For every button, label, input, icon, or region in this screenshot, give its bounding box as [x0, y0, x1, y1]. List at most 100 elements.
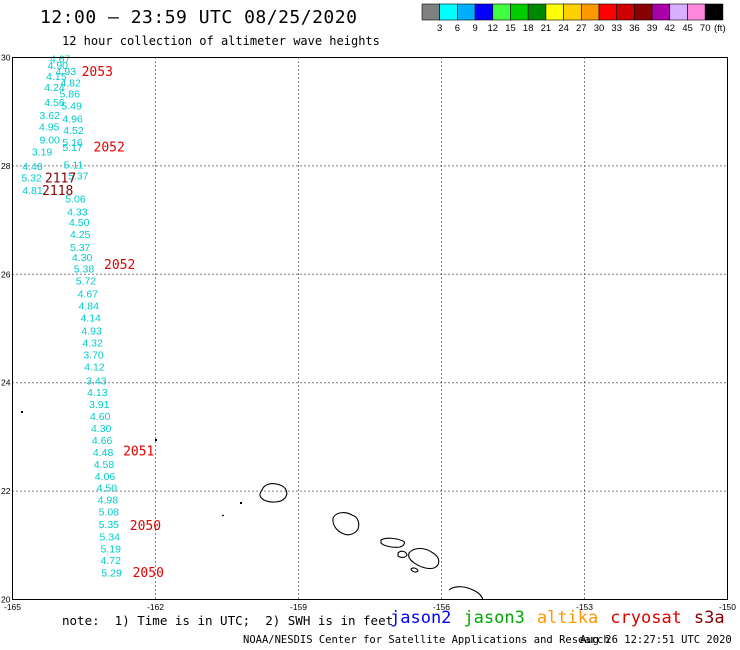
lon-tick-label: -159 — [290, 602, 307, 612]
wave-height-label: 4.90 — [48, 60, 69, 72]
scale-label: 6 — [455, 23, 460, 34]
lon-tick-label: -165 — [4, 602, 21, 612]
wave-height-label: 4.81 — [22, 185, 43, 197]
islet-marker — [21, 411, 23, 413]
scale-label: 21 — [541, 23, 552, 34]
wave-height-label: 5.11 — [64, 160, 84, 172]
wave-height-label: 4.50 — [69, 217, 90, 229]
lat-tick-label: 20 — [1, 595, 11, 605]
wave-height-label: 5.17 — [62, 142, 83, 154]
scale-label: 30 — [594, 23, 605, 34]
pass-time-label: 2052 — [104, 258, 135, 273]
pass-time-label: 2117 — [45, 171, 76, 186]
scale-label: 3 — [437, 23, 442, 34]
wave-height-label: 3.19 — [32, 147, 53, 159]
wave-height-label: 4.52 — [63, 125, 84, 137]
satellite-s3a: s3a — [693, 608, 725, 628]
wave-height-label: 4.66 — [92, 435, 113, 447]
island-maui — [408, 547, 440, 570]
wave-height-labels: 4.674.904.934.154.824.245.864.565.493.62… — [21, 53, 122, 579]
lon-tick-label: -162 — [147, 602, 164, 612]
color-scale-legend: 3 6 9 12 15 18 21 24 27 30 33 36 39 42 45 70 (ft) — [421, 3, 726, 34]
satellite-altika: altika — [536, 608, 599, 628]
wave-height-label: 3.91 — [89, 399, 110, 411]
wave-height-label: 3.62 — [39, 110, 60, 122]
scale-swatch — [704, 3, 724, 21]
pass-time-label: 2118 — [42, 184, 73, 199]
footnote: note: 1) Time is in UTC; 2) SWH is in fe… — [62, 613, 394, 628]
wave-height-label: 5.08 — [99, 507, 120, 519]
page-subtitle: 12 hour collection of altimeter wave hei… — [62, 34, 380, 48]
wave-height-label: 4.25 — [70, 229, 91, 241]
satellite-jason2: jason2 — [390, 608, 452, 628]
wave-height-label: 4.93 — [81, 326, 102, 338]
wave-height-label: 5.19 — [100, 543, 121, 555]
wave-height-label: 4.30 — [91, 423, 112, 435]
satellite-cryosat: cryosat — [610, 608, 682, 628]
wave-height-label: 4.93 — [56, 66, 77, 78]
satellite-legend: jason2 jason3 altika cryosat s3a — [390, 608, 737, 628]
island-hawaii — [448, 586, 484, 601]
wave-height-label: 4.13 — [87, 387, 108, 399]
satellite-jason3: jason3 — [463, 608, 525, 628]
pass-time-label: 2053 — [82, 65, 113, 80]
wave-height-label: 4.84 — [79, 301, 100, 313]
wave-height-label: 4.48 — [93, 447, 114, 459]
wave-height-label: 4.72 — [100, 555, 121, 567]
wave-height-label: 4.58 — [94, 459, 115, 471]
scale-label: 45 — [682, 23, 693, 34]
credit-text: NOAA/NESDIS Center for Satellite Applica… — [243, 634, 610, 646]
wave-height-label: 4.15 — [46, 71, 67, 83]
hawaiian-islands — [221, 483, 484, 601]
scale-label: 15 — [505, 23, 516, 34]
wave-height-label: 5.38 — [74, 264, 95, 276]
pass-time-label: 2052 — [94, 141, 125, 156]
wave-height-label: 4.60 — [90, 411, 111, 423]
lat-tick-label: 30 — [1, 53, 11, 63]
wave-height-label: 4.50 — [97, 483, 118, 495]
scale-label: 9 — [472, 23, 477, 34]
wave-height-label: 4.12 — [84, 361, 105, 373]
island-oahu — [332, 512, 360, 536]
lon-tick-label: -156 — [433, 602, 450, 612]
wave-height-label: 4.67 — [78, 289, 99, 301]
lat-tick-label: 24 — [1, 378, 11, 388]
lon-tick-label: -153 — [576, 602, 593, 612]
scale-label: 27 — [576, 23, 587, 34]
wave-height-label: 4.56 — [44, 97, 65, 109]
islet-marker — [240, 502, 242, 504]
islet-marker — [155, 439, 157, 441]
island-lanai — [397, 550, 408, 558]
scale-label: 70 — [700, 23, 711, 34]
wave-height-label: 5.16 — [62, 137, 83, 149]
wave-height-label: 4.67 — [50, 53, 71, 65]
wave-height-label: 4.30 — [72, 252, 93, 264]
wave-height-label: 4.33 — [67, 206, 88, 218]
lon-tick-label: -150 — [719, 602, 736, 612]
pass-time-label: 2050 — [133, 566, 164, 581]
page-title: 12:00 – 23:59 UTC 08/25/2020 — [40, 7, 358, 28]
generated-timestamp: Aug 26 12:27:51 UTC 2020 — [580, 634, 732, 646]
scale-label: 42 — [665, 23, 676, 34]
scale-label: 36 — [629, 23, 640, 34]
graticule — [12, 57, 728, 600]
wave-height-label: 5.49 — [61, 101, 82, 113]
wave-height-label: 4.98 — [98, 495, 119, 507]
wave-height-label: 5.29 — [101, 567, 122, 579]
scale-label: 39 — [647, 23, 658, 34]
scale-label: 24 — [558, 23, 569, 34]
island-kahoolawe — [410, 567, 419, 573]
wave-height-label: 4.96 — [62, 114, 83, 126]
wave-height-label: 9.00 — [39, 135, 60, 147]
wave-height-label: 5.34 — [100, 531, 121, 543]
small-islets — [21, 411, 242, 504]
wave-height-label: 4.48 — [22, 161, 43, 173]
lat-tick-label: 28 — [1, 161, 11, 171]
wave-height-label: 5.06 — [65, 193, 86, 205]
map-frame — [12, 57, 728, 600]
scale-unit: (ft) — [714, 23, 726, 34]
scale-label: 33 — [611, 23, 622, 34]
wave-height-label: 5.86 — [59, 89, 80, 101]
